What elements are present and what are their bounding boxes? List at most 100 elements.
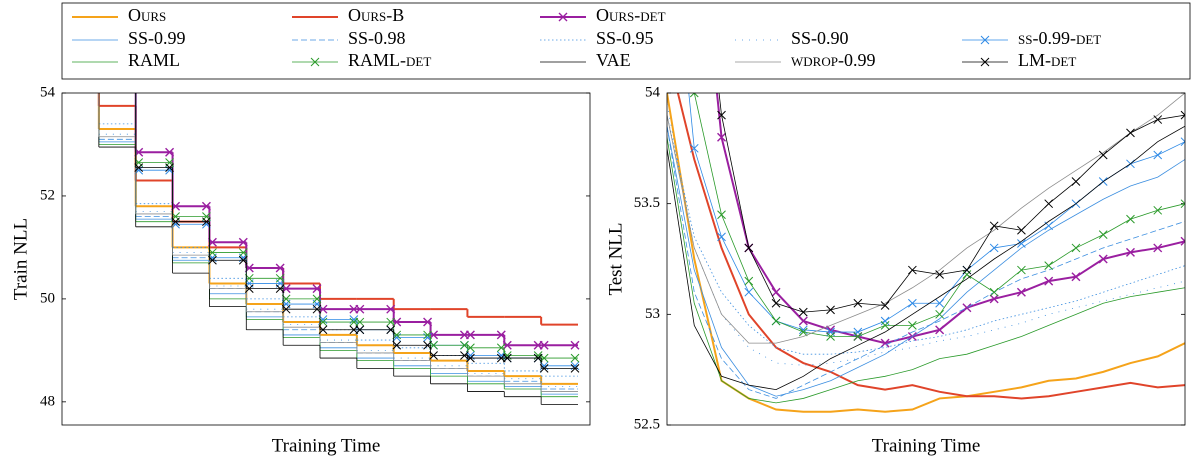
marker: [771, 287, 781, 297]
marker: [355, 317, 365, 327]
y-tick-label: 54: [645, 84, 661, 100]
marker: [392, 340, 402, 350]
marker: [1126, 214, 1135, 224]
marker: [1180, 137, 1185, 147]
marker: [1044, 199, 1054, 209]
legend-marker: [980, 35, 990, 45]
line: [693, 93, 1185, 337]
marker: [539, 340, 549, 350]
series: [688, 93, 1185, 337]
marker: [798, 327, 808, 337]
marker: [570, 364, 580, 373]
marker: [989, 221, 999, 231]
series: [667, 115, 1185, 355]
marker: [935, 298, 944, 308]
axes-frame: [61, 92, 591, 426]
marker: [460, 340, 469, 350]
line: [715, 93, 1185, 345]
legend-label: SS-0.98: [348, 28, 406, 48]
series: [134, 93, 580, 373]
y-axis-label: Test NLL: [605, 222, 626, 295]
y-tick-label: 50: [40, 290, 55, 306]
legend-entry: LM-det: [962, 50, 1076, 70]
line: [667, 125, 1185, 391]
legend-entry: Ours-B: [292, 5, 404, 25]
marker: [1098, 150, 1108, 160]
marker: [1071, 272, 1081, 282]
series: [667, 126, 1185, 397]
legend-entry: RAML: [72, 50, 180, 70]
line: [667, 137, 1185, 404]
marker: [429, 351, 438, 360]
marker: [281, 304, 291, 314]
marker: [318, 325, 328, 335]
series: [676, 93, 1185, 400]
legend-label: wdrop-0.99: [791, 50, 875, 70]
marker: [355, 325, 365, 335]
legend-entry: ss-0.99-det: [962, 28, 1101, 48]
marker: [1071, 177, 1081, 186]
marker: [539, 364, 549, 373]
line: [718, 93, 1185, 313]
marker: [466, 353, 475, 363]
marker: [1153, 205, 1163, 215]
marker: [465, 330, 475, 340]
marker: [1098, 230, 1108, 240]
marker: [853, 298, 863, 308]
line: [667, 93, 1185, 344]
marker: [798, 307, 808, 317]
marker: [826, 325, 836, 335]
marker: [880, 338, 890, 348]
x-axis-label: Training Time: [872, 435, 981, 456]
marker: [744, 243, 754, 253]
legend-entry: wdrop-0.99: [735, 50, 875, 70]
series: [667, 103, 1185, 366]
marker: [1017, 239, 1026, 248]
plot-area: [97, 93, 580, 405]
legend-entry: SS-0.95: [540, 28, 654, 48]
marker: [853, 327, 863, 337]
marker: [771, 298, 781, 308]
marker: [1125, 247, 1135, 257]
marker: [1180, 110, 1185, 120]
marker: [717, 132, 727, 142]
marker: [1180, 199, 1185, 209]
x-axis-label: Training Time: [272, 435, 381, 456]
marker: [935, 325, 945, 335]
marker: [460, 351, 469, 360]
marker: [1153, 150, 1163, 160]
marker: [826, 327, 835, 337]
y-tick-label: 52: [40, 187, 55, 203]
y-tick-label: 53: [645, 306, 660, 322]
marker: [935, 270, 944, 279]
line: [676, 93, 1185, 400]
legend-label: Ours-det: [596, 5, 666, 25]
line: [667, 126, 1185, 397]
legend-label: Ours-B: [348, 5, 404, 25]
y-tick-label: 54: [40, 84, 56, 100]
line: [688, 93, 1185, 333]
marker: [570, 340, 580, 350]
marker: [908, 321, 917, 330]
line: [667, 93, 1185, 413]
marker: [1180, 236, 1185, 246]
marker: [717, 210, 726, 220]
marker: [466, 343, 475, 353]
marker: [826, 305, 835, 315]
legend-label: ss-0.99-det: [1018, 28, 1101, 48]
marker: [853, 332, 863, 341]
legend-label: SS-0.90: [791, 28, 849, 48]
marker: [935, 309, 944, 319]
y-tick-label: 52.5: [634, 416, 660, 432]
legend-label: VAE: [596, 50, 631, 70]
y-tick-label: 48: [40, 393, 55, 409]
marker: [1017, 225, 1026, 235]
marker: [798, 316, 808, 326]
marker: [1071, 243, 1081, 253]
marker: [1126, 128, 1135, 138]
series: [667, 93, 1185, 413]
marker: [989, 287, 999, 297]
legend-marker: [310, 57, 320, 67]
legend-label: RAML-det: [348, 50, 431, 70]
legend-entry: Ours: [72, 5, 166, 25]
